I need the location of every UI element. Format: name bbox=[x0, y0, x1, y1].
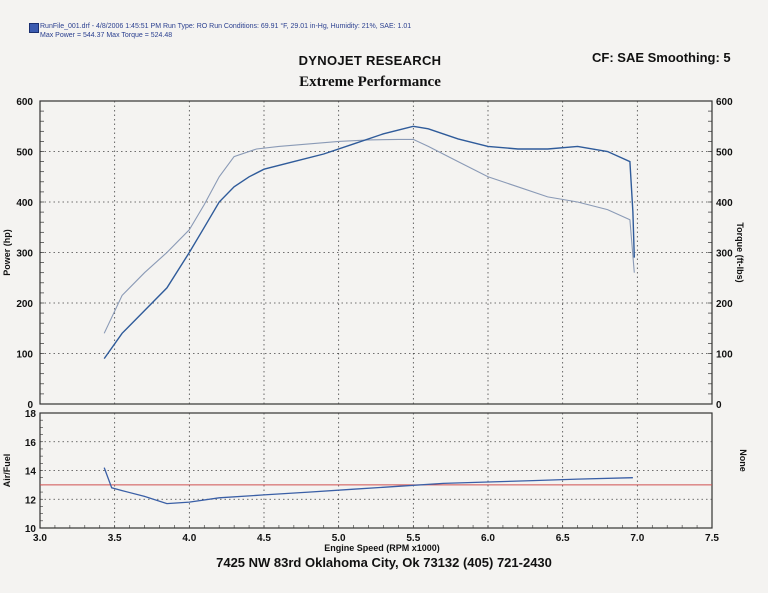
torque-tick-label: 0 bbox=[716, 400, 722, 411]
afr-axis-title: Air/Fuel bbox=[2, 454, 12, 488]
correction-label: CF: SAE Smoothing: 5 bbox=[592, 50, 731, 65]
lower-plot-frame bbox=[39, 412, 713, 529]
power-tick-label: 300 bbox=[16, 249, 33, 260]
torque-tick-label: 100 bbox=[716, 350, 733, 361]
power-tick-label: 500 bbox=[16, 148, 33, 159]
rpm-tick-label: 5.0 bbox=[332, 533, 346, 544]
afr-tick-label: 18 bbox=[25, 409, 37, 420]
power-torque-panel: 0 100 200 300 400 500 600 0 100 200 300 400 500 600 Po… bbox=[2, 97, 745, 411]
torque-tick-label: 500 bbox=[716, 148, 733, 159]
rpm-tick-label: 5.5 bbox=[406, 533, 420, 544]
air-fuel-panel: 3.0 3.5 4.0 4.5 5.0 5.5 6.0 6.5 7.0 7.5 10 12 14 16 18… bbox=[2, 409, 748, 553]
upper-plot-frame bbox=[39, 100, 713, 405]
company-name: DYNOJET RESEARCH bbox=[298, 53, 442, 68]
afr-tick-label: 16 bbox=[25, 438, 37, 449]
torque-curve bbox=[103, 138, 635, 334]
power-axis-title: Power (hp) bbox=[2, 229, 12, 276]
torque-tick-label: 300 bbox=[716, 249, 733, 260]
rpm-axis-title: Engine Speed (RPM x1000) bbox=[324, 543, 440, 553]
power-curve bbox=[103, 125, 635, 360]
rpm-tick-label: 7.0 bbox=[630, 533, 644, 544]
max-values-line: Max Power = 544.37 Max Torque = 524.48 bbox=[40, 32, 173, 39]
power-tick-label: 600 bbox=[16, 97, 33, 108]
afr-curve bbox=[103, 467, 633, 505]
torque-tick-label: 600 bbox=[716, 97, 733, 108]
power-tick-label: 0 bbox=[27, 400, 33, 411]
afr-tick-label: 10 bbox=[25, 524, 37, 535]
torque-tick-label: 400 bbox=[716, 198, 733, 209]
rpm-tick-label: 3.5 bbox=[108, 533, 122, 544]
rpm-tick-label: 4.5 bbox=[257, 533, 271, 544]
rpm-tick-label: 6.5 bbox=[556, 533, 570, 544]
torque-tick-label: 200 bbox=[716, 299, 733, 310]
rpm-tick-label: 3.0 bbox=[33, 533, 47, 544]
rpm-tick-label: 7.5 bbox=[705, 533, 719, 544]
torque-axis-title: Torque (ft-lbs) bbox=[735, 222, 745, 282]
afr-right-axis-title: None bbox=[738, 449, 748, 472]
rpm-tick-label: 4.0 bbox=[182, 533, 196, 544]
afr-tick-label: 12 bbox=[25, 495, 37, 506]
power-tick-label: 400 bbox=[16, 198, 33, 209]
power-tick-label: 100 bbox=[16, 350, 33, 361]
power-tick-label: 200 bbox=[16, 299, 33, 310]
file-icon bbox=[29, 23, 39, 33]
footer-address: 7425 NW 83rd Oklahoma City, Ok 73132 (40… bbox=[216, 555, 552, 570]
run-info-line: RunFile_001.drf - 4/8/2006 1:45:51 PM Ru… bbox=[40, 23, 412, 30]
rpm-tick-label: 6.0 bbox=[481, 533, 495, 544]
chart-subtitle: Extreme Performance bbox=[299, 74, 441, 90]
afr-tick-label: 14 bbox=[25, 467, 37, 478]
